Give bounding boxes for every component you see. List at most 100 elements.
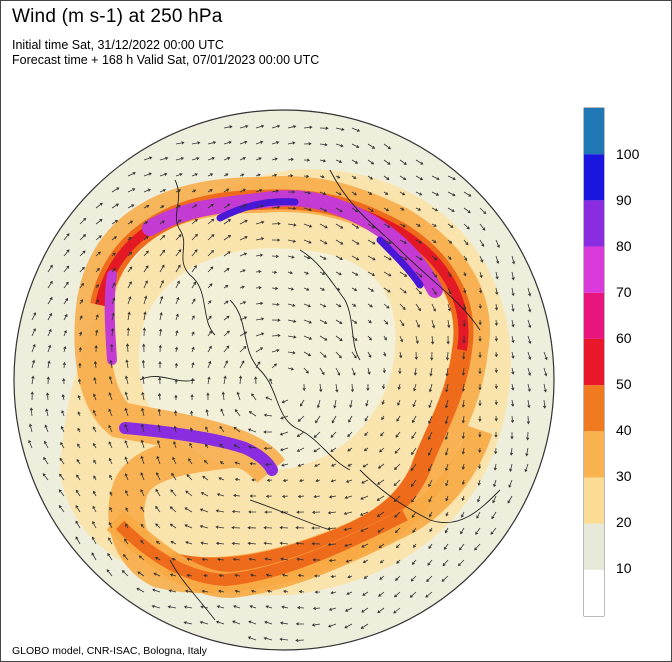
wind-arrow	[127, 237, 132, 241]
wind-arrow	[231, 525, 241, 530]
wind-arrow	[330, 447, 337, 452]
wind-arrow	[415, 335, 419, 344]
map-title: Wind (m s-1) at 250 hPa	[12, 6, 223, 27]
wind-arrow	[125, 507, 129, 513]
wind-arrow	[297, 415, 305, 422]
wind-arrow	[399, 335, 404, 343]
wind-arrow	[475, 527, 481, 535]
wind-arrow	[335, 303, 342, 308]
wind-arrow	[255, 361, 261, 369]
wind-arrow	[445, 367, 449, 377]
wind-arrow	[199, 508, 209, 513]
wind-arrow	[344, 607, 353, 612]
colorbar-segment	[584, 338, 604, 386]
wind-arrow	[127, 204, 135, 209]
wind-arrow	[207, 189, 213, 193]
colorbar-label-10: 10	[616, 560, 632, 576]
wind-arrow	[351, 271, 359, 276]
wind-arrow	[360, 495, 369, 500]
wind-arrow	[287, 335, 297, 339]
wind-arrow	[333, 399, 337, 409]
wind-arrow	[444, 431, 449, 441]
wind-arrow	[143, 172, 152, 177]
wind-arrow	[143, 236, 149, 241]
wind-arrow	[296, 510, 305, 514]
colorbar-label-20: 20	[616, 514, 632, 530]
wind-arrow	[444, 399, 449, 409]
wind-arrow	[184, 507, 193, 513]
wind-arrow	[478, 415, 482, 422]
wind-arrow	[364, 415, 369, 422]
wind-arrow	[42, 473, 49, 481]
wind-arrow	[136, 587, 145, 593]
wind-arrow	[303, 319, 313, 324]
wind-arrow	[511, 255, 516, 265]
wind-arrow	[415, 207, 422, 211]
wind-arrow	[281, 494, 289, 498]
wind-arrow	[60, 426, 65, 433]
colorbar-segment	[584, 477, 604, 524]
wind-arrow	[393, 607, 401, 614]
wind-arrow	[399, 287, 407, 294]
wind-arrow	[335, 223, 344, 229]
colorbar-label-80: 80	[616, 238, 632, 254]
wind-arrow	[239, 173, 245, 177]
wind-arrow	[494, 399, 498, 406]
wind-arrow	[234, 477, 241, 482]
wind-arrow	[172, 456, 177, 465]
wind-arrow	[344, 495, 353, 499]
wind-arrow	[221, 391, 225, 401]
wind-arrow	[63, 249, 70, 257]
wind-arrow	[217, 557, 225, 562]
wind-arrow	[361, 543, 369, 548]
wind-arrow	[186, 474, 193, 481]
wind-arrow	[379, 559, 385, 564]
wind-arrow	[428, 399, 433, 409]
wind-arrow	[360, 527, 369, 532]
wind-arrow	[271, 173, 278, 177]
wind-arrow	[303, 142, 312, 146]
wind-arrow	[445, 463, 449, 472]
wind-arrow	[127, 311, 131, 321]
wind-arrow	[509, 447, 514, 456]
wind-arrow	[397, 383, 401, 390]
wind-arrow	[127, 172, 136, 177]
wind-arrow	[271, 333, 281, 338]
wind-arrow	[155, 505, 161, 513]
wind-arrow	[509, 463, 513, 472]
wind-arrow	[255, 173, 261, 177]
wind-arrow	[463, 191, 472, 197]
wind-arrow	[247, 541, 257, 546]
wind-arrow	[111, 297, 116, 305]
wind-arrow	[303, 335, 313, 340]
wind-arrow	[410, 463, 417, 472]
wind-arrow	[271, 349, 280, 353]
wind-arrow	[280, 557, 289, 561]
wind-arrow	[361, 607, 369, 613]
wind-arrow	[223, 188, 230, 193]
wind-arrow	[108, 408, 113, 417]
wind-arrow	[511, 367, 515, 375]
wind-arrow	[280, 447, 289, 452]
wind-arrow	[494, 319, 498, 326]
wind-arrow	[207, 173, 214, 177]
wind-arrow	[311, 510, 321, 514]
colorbar-segment	[584, 569, 604, 616]
wind-arrow	[415, 175, 424, 181]
wind-arrow	[415, 191, 423, 196]
wind-arrow	[207, 283, 213, 289]
wind-arrow	[351, 143, 360, 148]
wind-arrow	[494, 383, 498, 390]
wind-arrow	[207, 345, 212, 353]
wind-arrow	[75, 536, 81, 545]
wind-arrow	[263, 430, 272, 434]
wind-arrow	[510, 415, 515, 424]
wind-arrow	[91, 536, 97, 545]
jet-core-80-north	[142, 190, 443, 298]
wind-arrow	[95, 329, 99, 337]
wind-arrow	[313, 431, 321, 438]
wind-arrow	[287, 271, 293, 275]
wind-arrow	[280, 415, 289, 420]
wind-arrow	[316, 399, 321, 409]
wind-arrow	[383, 175, 390, 180]
